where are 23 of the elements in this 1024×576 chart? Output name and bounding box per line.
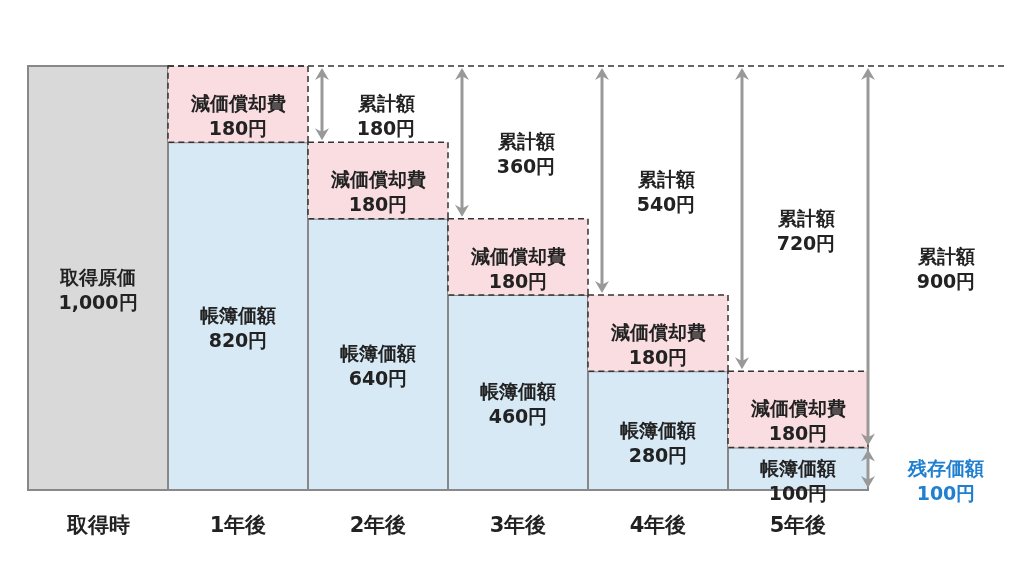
x-tick-label: 取得時 (65, 512, 130, 537)
data-label: 減価償却費 180円 (469, 244, 566, 292)
data-label: 取得原価 1,000円 (58, 266, 138, 313)
x-tick-label: 1年後 (209, 512, 267, 537)
x-tick-label: 2年後 (349, 512, 407, 537)
annotation: 累計額 360円 (496, 130, 556, 178)
data-label: 帳簿価額 460円 (480, 380, 556, 428)
data-label: 帳簿価額 100円 (760, 456, 836, 504)
data-label: 減価償却費 180円 (749, 397, 846, 445)
text: 残存価額 100円 (907, 456, 984, 504)
data-label: 減価償却費 180円 (329, 168, 426, 216)
data-label: 減価償却費 180円 (189, 92, 286, 140)
text: 累計額 900円 (916, 244, 976, 292)
annotation: 累計額 720円 (776, 206, 836, 254)
x-tick-label: 5年後 (769, 512, 827, 537)
data-label: 帳簿価額 280円 (620, 418, 696, 466)
data-label: 減価償却費 180円 (609, 321, 706, 369)
annotation: 累計額 540円 (636, 168, 696, 216)
annotation: 累計額 180円 (356, 92, 416, 140)
data-label: 帳簿価額 640円 (340, 342, 416, 390)
x-tick-label: 4年後 (629, 512, 687, 537)
data-label: 帳簿価額 820円 (200, 304, 276, 352)
x-tick-label: 3年後 (489, 512, 547, 537)
